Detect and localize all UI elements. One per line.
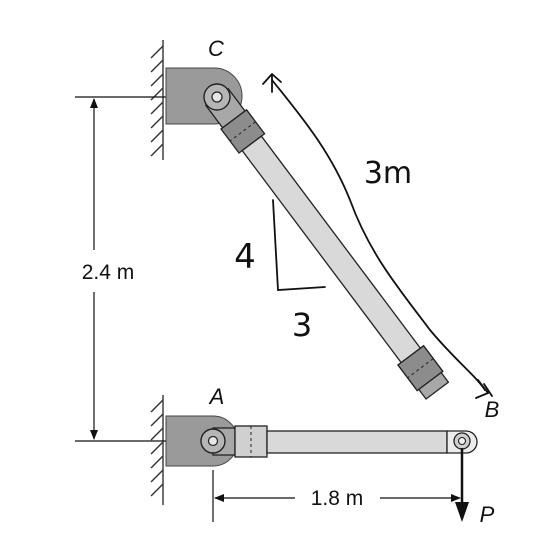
horizontal-dimension-label: 1.8 m <box>311 487 364 510</box>
lower-wall-hatching <box>150 395 164 505</box>
upper-wall-hatching <box>150 40 164 160</box>
bar-ab-shaft <box>266 430 448 454</box>
load-arrow-p <box>455 448 469 522</box>
handwritten-length-label: 3m <box>364 156 412 191</box>
pin-c <box>203 83 231 111</box>
bar-cb-lower-end <box>397 344 450 400</box>
pin-a <box>200 428 226 454</box>
point-label-c: C <box>208 36 224 61</box>
handwritten-slope-triangle <box>272 199 326 291</box>
handwritten-run-label: 3 <box>292 306 312 344</box>
vertical-dimension-label: 2.4 m <box>82 261 135 284</box>
load-label-p: P <box>480 502 495 527</box>
handwritten-length-arrow <box>262 73 493 399</box>
bar-ab <box>212 425 478 458</box>
pin-b <box>453 432 471 450</box>
point-label-a: A <box>208 384 225 409</box>
point-label-b: B <box>485 397 500 422</box>
handwritten-rise-label: 4 <box>234 237 256 277</box>
